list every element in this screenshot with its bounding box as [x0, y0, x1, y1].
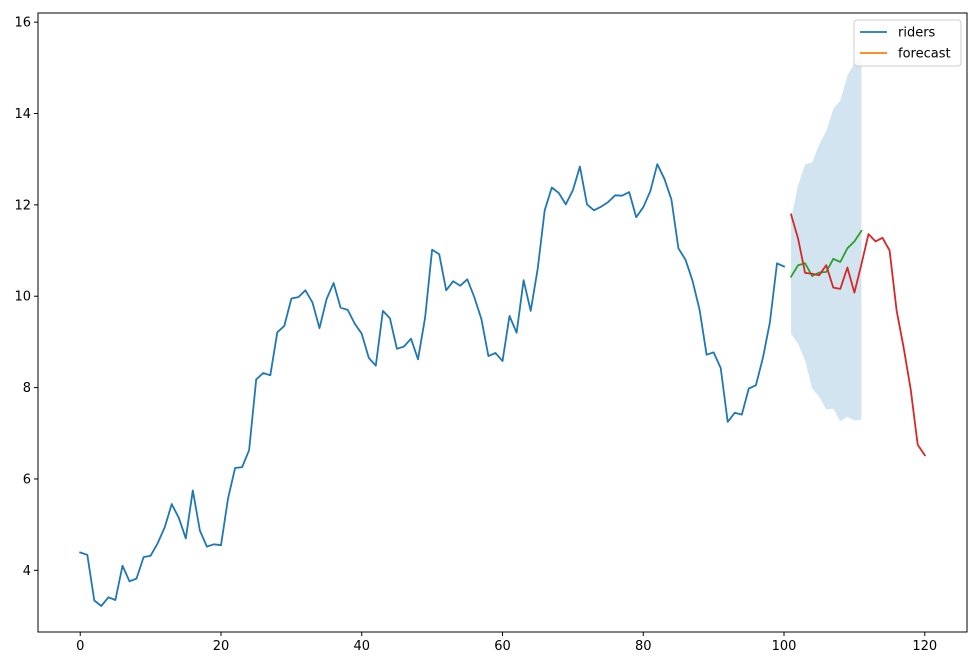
plot-area: [79, 54, 927, 607]
x-tick-label: 40: [353, 639, 370, 654]
legend: riders forecast: [853, 19, 962, 67]
x-tick-label: 120: [912, 639, 937, 654]
x-tick-label: 20: [213, 639, 230, 654]
y-tick-label: 16: [14, 16, 31, 31]
y-tick-label: 12: [14, 198, 31, 213]
series-3-line: [789, 213, 927, 457]
y-tick-label: 4: [23, 564, 31, 579]
legend-label-riders: riders: [898, 26, 936, 41]
y-tick-label: 8: [23, 381, 31, 396]
x-tick-label: 100: [772, 639, 797, 654]
y-tick-label: 14: [14, 107, 31, 122]
confidence-band: [791, 54, 862, 422]
riders-line: [79, 163, 786, 607]
x-tick-label: 80: [635, 639, 652, 654]
axes: 0 20 40 60 80 100 120 4 6 8 10 12 14 16: [14, 12, 968, 654]
y-tick-label: 6: [23, 472, 31, 487]
x-tick-label: 0: [76, 639, 84, 654]
x-tick-label: 60: [494, 639, 511, 654]
legend-label-forecast: forecast: [898, 47, 951, 62]
y-tick-label: 10: [14, 290, 31, 305]
